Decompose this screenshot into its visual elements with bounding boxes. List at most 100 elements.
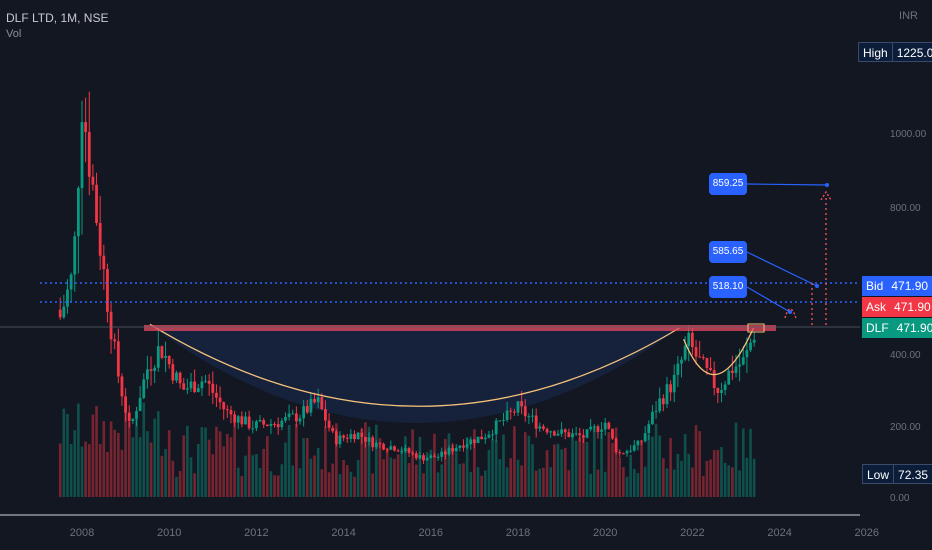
candle-body bbox=[414, 453, 418, 459]
volume-bar bbox=[607, 432, 611, 497]
target-callout-3[interactable]: 518.10 bbox=[709, 276, 747, 298]
volume-bar bbox=[411, 429, 414, 497]
candle-body bbox=[640, 440, 643, 442]
volume-bar bbox=[611, 442, 614, 497]
candle-body bbox=[563, 429, 567, 433]
candle-body bbox=[236, 416, 240, 423]
callout-dot-2 bbox=[815, 284, 819, 288]
y-tick-label: 400.00 bbox=[890, 350, 921, 361]
volume-bar bbox=[407, 462, 411, 497]
volume-bar bbox=[62, 408, 66, 497]
candle-body bbox=[131, 418, 135, 422]
candle-body bbox=[345, 437, 349, 439]
candle-body bbox=[327, 420, 331, 428]
volume-bar bbox=[505, 467, 509, 497]
candle-body bbox=[153, 367, 157, 371]
volume-bar bbox=[66, 414, 69, 497]
volume-bar bbox=[574, 440, 578, 497]
volume-bar bbox=[734, 422, 738, 497]
volume-bar bbox=[396, 454, 400, 497]
candle-body bbox=[629, 450, 633, 452]
candle-body bbox=[389, 446, 393, 450]
candle-body bbox=[353, 434, 356, 440]
candle-body bbox=[127, 412, 131, 422]
candle-body bbox=[84, 122, 88, 132]
candle-body bbox=[436, 456, 440, 458]
volume-bar bbox=[567, 470, 571, 497]
volume-bar bbox=[523, 432, 527, 497]
x-tick-label: 2014 bbox=[331, 527, 355, 539]
target-callout-1[interactable]: 859.25 bbox=[709, 173, 747, 195]
handle-curve bbox=[683, 327, 755, 376]
volume-bar bbox=[305, 438, 309, 497]
volume-bar bbox=[331, 463, 334, 497]
candle-body bbox=[244, 416, 247, 425]
volume-bar bbox=[720, 447, 723, 497]
volume-bar bbox=[502, 434, 505, 497]
candle-body bbox=[683, 345, 687, 360]
candle-body bbox=[462, 445, 465, 448]
candle-body bbox=[512, 411, 516, 413]
candle-body bbox=[280, 420, 284, 428]
y-tick-label: 0.00 bbox=[890, 493, 910, 504]
candle-body bbox=[509, 410, 513, 412]
candle-body bbox=[483, 437, 487, 440]
candle-body bbox=[661, 398, 665, 405]
volume-bar bbox=[349, 471, 353, 497]
cup-curve bbox=[149, 323, 680, 407]
callout-connector-2 bbox=[746, 251, 818, 287]
candle-body bbox=[523, 406, 527, 417]
x-tick-label: 2022 bbox=[680, 527, 704, 539]
volume-bar bbox=[400, 448, 404, 497]
candle-body bbox=[582, 435, 585, 438]
candle-body bbox=[487, 434, 491, 438]
volume-bar bbox=[727, 465, 731, 497]
volume-bar bbox=[335, 423, 338, 497]
bid-price-tag: Bid 471.90 bbox=[862, 276, 932, 296]
candle-body bbox=[200, 381, 204, 389]
candle-body bbox=[531, 415, 534, 417]
candle-body bbox=[741, 357, 745, 365]
volume-bar bbox=[153, 418, 156, 497]
volume-bar bbox=[171, 460, 175, 497]
bid-label: Bid bbox=[862, 276, 888, 296]
candle-body bbox=[403, 448, 407, 452]
candle-body bbox=[600, 429, 603, 432]
volume-bar bbox=[375, 424, 378, 497]
candle-body bbox=[527, 416, 531, 418]
candle-body bbox=[716, 388, 720, 394]
volume-bar bbox=[683, 434, 687, 497]
currency-label: INR bbox=[899, 10, 918, 22]
candle-body bbox=[730, 370, 734, 373]
volume-bar bbox=[600, 432, 603, 497]
target-callout-2[interactable]: 585.65 bbox=[709, 241, 747, 263]
volume-bar bbox=[451, 444, 454, 497]
candle-body bbox=[262, 420, 266, 425]
symbol-title: DLF LTD, 1M, NSE bbox=[6, 11, 109, 25]
candle-body bbox=[440, 451, 444, 457]
candle-body bbox=[66, 289, 69, 307]
candle-body bbox=[349, 434, 353, 439]
volume-bar bbox=[207, 439, 211, 497]
volume-bar bbox=[589, 473, 592, 497]
last-label: DLF bbox=[862, 318, 893, 338]
volume-bar bbox=[676, 453, 680, 497]
candle-body bbox=[211, 383, 215, 393]
candle-body bbox=[189, 381, 193, 389]
y-tick-label: 800.00 bbox=[890, 203, 921, 214]
volume-bar bbox=[658, 435, 661, 497]
candle-body bbox=[273, 423, 276, 425]
candle-body bbox=[233, 414, 236, 423]
volume-bar bbox=[665, 468, 669, 497]
low-label: Low bbox=[862, 464, 895, 484]
candle-body bbox=[291, 413, 295, 415]
y-tick-label: 1000.00 bbox=[890, 129, 927, 140]
volume-bar bbox=[226, 433, 229, 497]
volume-bar bbox=[669, 438, 672, 497]
volume-bar bbox=[629, 454, 632, 497]
candle-body bbox=[694, 347, 698, 357]
volume-bar bbox=[418, 436, 422, 497]
candle-body bbox=[338, 435, 342, 445]
candle-body bbox=[727, 370, 731, 385]
